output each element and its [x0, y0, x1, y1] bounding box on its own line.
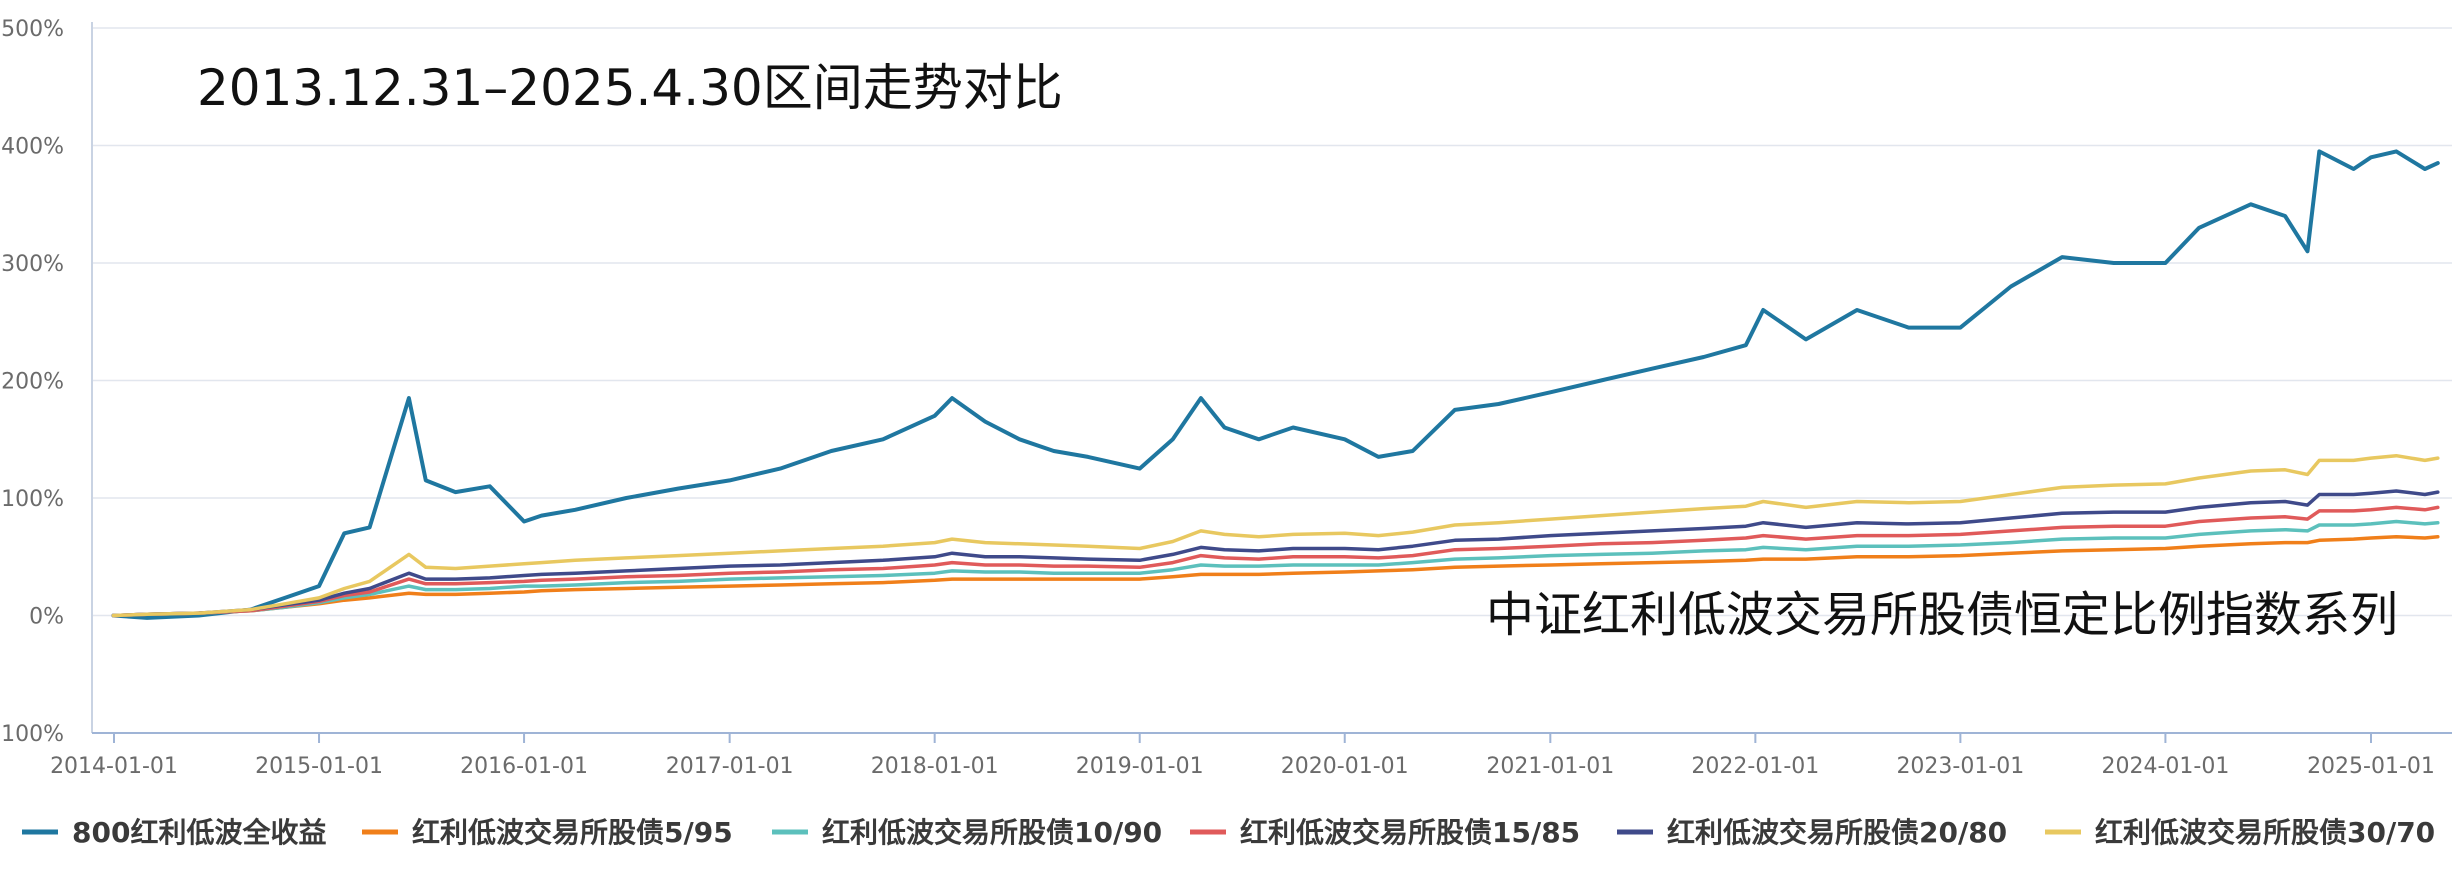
chart-title: 2013.12.31–2025.4.30区间走势对比 [197, 59, 1063, 117]
series-line-3 [111, 519, 2440, 618]
x-tick-label: 2021-01-01 [1486, 754, 1614, 779]
y-tick-label: 300% [1, 252, 64, 277]
x-tick-label: 2015-01-01 [255, 754, 383, 779]
legend-label: 红利低波交易所股债30/70 [2095, 816, 2435, 849]
series-line-2 [111, 535, 2440, 618]
legend-label: 红利低波交易所股债20/80 [1667, 816, 2007, 849]
legend-label: 红利低波交易所股债10/90 [822, 816, 1162, 849]
x-tick-label: 2020-01-01 [1281, 754, 1409, 779]
x-tick-label: 2014-01-01 [50, 754, 178, 779]
series-line-5 [111, 489, 2440, 618]
x-tick-label: 2022-01-01 [1691, 754, 1819, 779]
y-tick-label: 200% [1, 370, 64, 395]
y-tick-label: 400% [1, 135, 64, 160]
series-line-6 [111, 453, 2440, 618]
series-line-1 [111, 149, 2440, 620]
y-tick-label: 500% [1, 17, 64, 42]
x-tick-label: 2023-01-01 [1896, 754, 2024, 779]
legend-label: 红利低波交易所股债5/95 [412, 816, 733, 849]
y-tick-label: 100% [1, 487, 64, 512]
legend: 800红利低波全收益 红利低波交易所股债5/95 红利低波交易所股债10/90 红利低… [22, 816, 2435, 849]
chart-annotation: 中证红利低波交易所股债恒定比例指数系列 [1486, 587, 2398, 643]
x-tick-label: 2024-01-01 [2101, 754, 2229, 779]
series-layer [111, 149, 2440, 620]
x-tick-label: 2016-01-01 [460, 754, 588, 779]
series-line-4 [111, 505, 2440, 618]
legend-label: 800红利低波全收益 [72, 816, 326, 849]
y-tick-label: 0% [29, 605, 64, 630]
y-tick-label: -100% [0, 722, 64, 747]
grid-layer [92, 27, 2452, 617]
x-tick-label: 2019-01-01 [1076, 754, 1204, 779]
legend-label: 红利低波交易所股债15/85 [1240, 816, 1580, 849]
x-tick-label: 2018-01-01 [871, 754, 999, 779]
x-tick-label: 2017-01-01 [666, 754, 794, 779]
x-tick-label: 2025-01-01 [2307, 754, 2435, 779]
axis-layer: -100% 0% 100% 200% 300% 400% 500% 2014-01-01 201… [0, 17, 2452, 779]
